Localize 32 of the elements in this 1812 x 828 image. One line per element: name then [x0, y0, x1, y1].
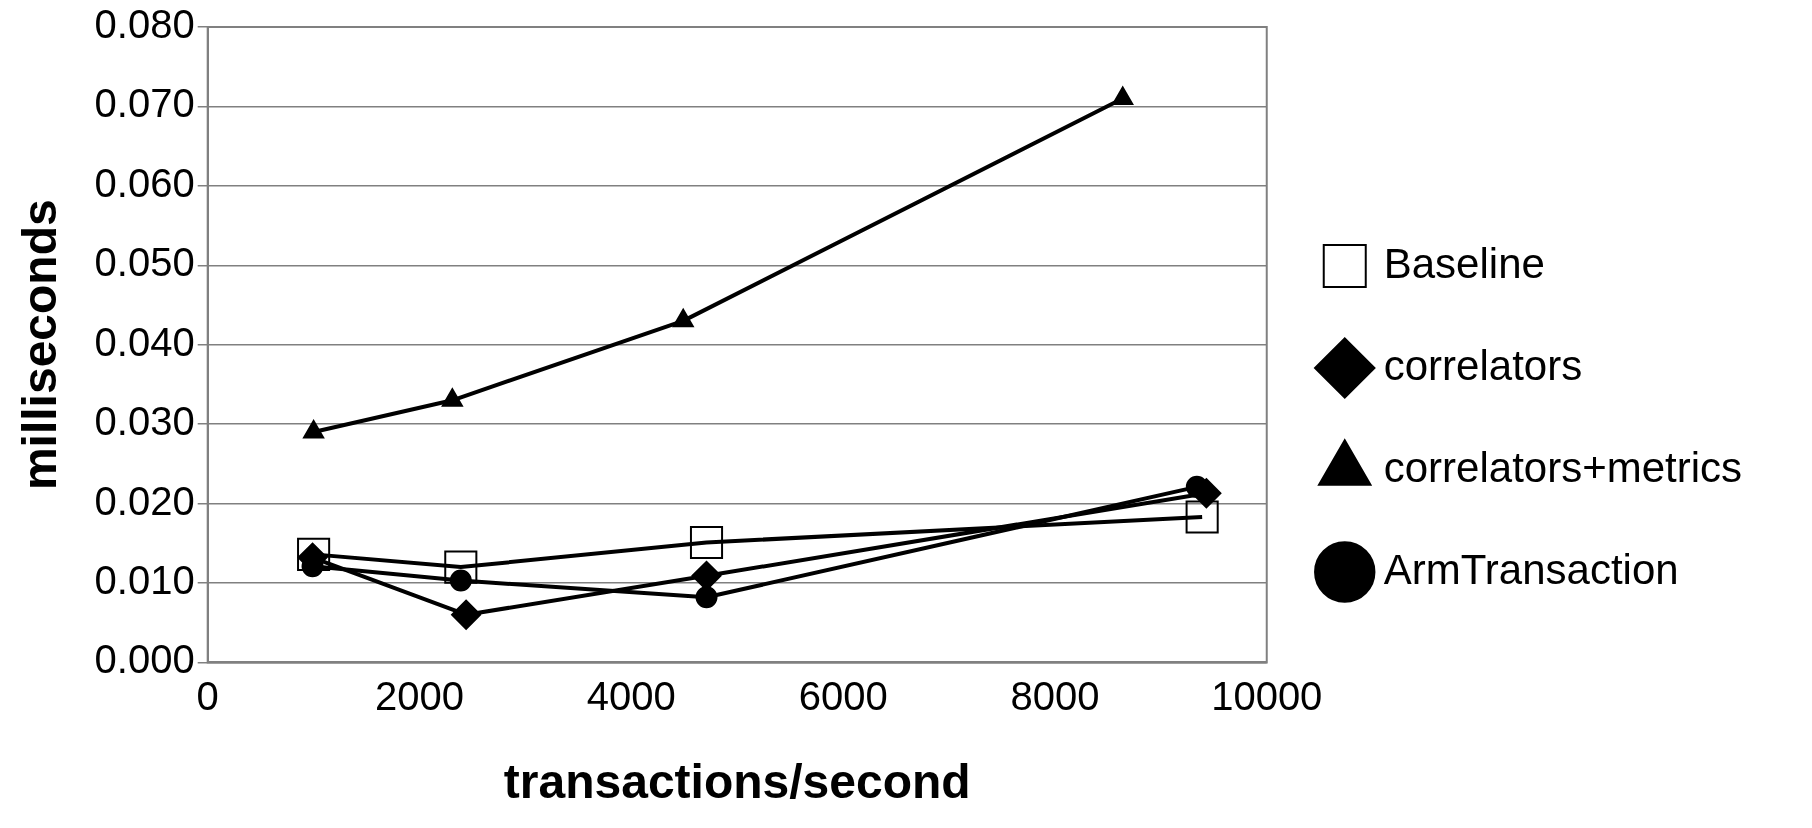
x-tick-label: 0 [196, 674, 219, 719]
y-tick-label: 0.000 [94, 637, 195, 682]
x-tick-label: 2000 [375, 674, 464, 719]
y-tick-label: 0.030 [94, 399, 195, 444]
y-axis-title: milliseconds [13, 199, 67, 491]
y-tick-label: 0.060 [94, 160, 195, 205]
point [303, 420, 325, 439]
point [689, 525, 724, 560]
point [451, 599, 482, 630]
y-tick-label: 0.050 [94, 240, 195, 285]
x-tick-label: 8000 [1010, 674, 1100, 719]
legend-label: correlators+metrics [1383, 443, 1743, 491]
point [672, 308, 694, 328]
legend-label: correlators [1383, 341, 1583, 389]
y-tick-label: 0.040 [94, 319, 195, 364]
point [1185, 500, 1219, 534]
x-axis-title: transactions/second [503, 755, 971, 809]
point [449, 569, 472, 592]
point [1112, 86, 1134, 105]
point [695, 586, 718, 609]
x-tick-label: 10000 [1211, 674, 1323, 719]
y-tick-label: 0.070 [94, 81, 195, 126]
y-tick-label: 0.020 [94, 478, 195, 523]
y-tick-label: 0.010 [94, 558, 195, 603]
legend-label: ArmTransaction [1383, 545, 1679, 593]
x-tick-label: 6000 [798, 674, 888, 719]
y-tick-label: 0.080 [94, 2, 195, 47]
point [444, 550, 478, 584]
point [441, 388, 463, 407]
point [1185, 475, 1208, 498]
x-tick-label: 4000 [586, 674, 676, 719]
legend-label: Baseline [1383, 239, 1545, 287]
